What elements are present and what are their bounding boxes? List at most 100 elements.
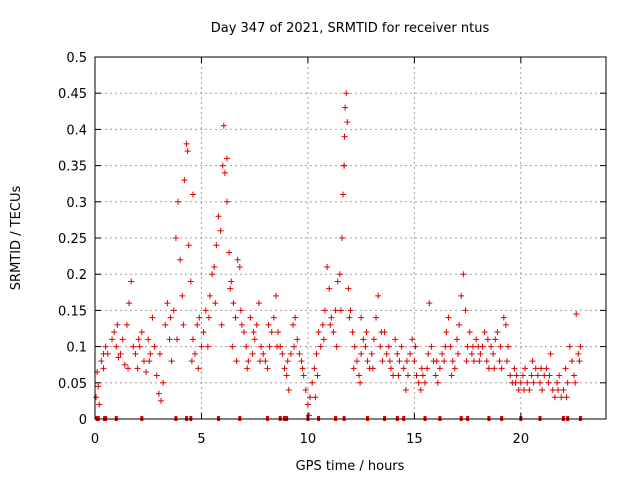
data-point [513,372,520,379]
data-point [245,358,252,365]
y-axis-label: SRMTID / TECUs [9,186,24,291]
data-point [166,336,173,343]
data-point [363,329,370,336]
data-point [522,365,529,372]
y-tick-label: 0.5 [66,51,87,66]
data-point [534,372,541,379]
data-point [226,249,233,256]
data-point [251,336,258,343]
y-tick-label: 0.3 [66,196,87,211]
data-point [117,350,124,357]
data-point [189,336,196,343]
data-point [502,321,509,328]
data-point [379,358,386,365]
data-point [477,350,484,357]
data-point [194,321,201,328]
data-point [292,314,299,321]
y-tick-label: 0.1 [66,341,87,356]
data-point [291,343,298,350]
data-point [205,314,212,321]
data-point [324,263,331,270]
data-point [128,278,135,285]
data-point [179,292,186,299]
data-point [119,336,126,343]
data-point [164,300,171,307]
data-point [202,307,209,314]
data-point [204,343,211,350]
data-point [151,343,158,350]
data-point [98,358,105,365]
data-point [556,372,563,379]
data-point [232,314,239,321]
data-point [500,314,507,321]
data-point [577,343,584,350]
x-tick-label: 10 [300,432,317,447]
data-point [337,307,344,314]
data-point [473,336,480,343]
data-point [443,329,450,336]
data-point [143,368,150,375]
data-point [158,397,165,404]
data-point [418,365,425,372]
data-point [409,336,416,343]
data-point [385,343,392,350]
data-point [147,350,154,357]
data-point [172,235,179,241]
data-point [184,148,191,155]
data-point [447,343,454,350]
data-point [319,321,326,328]
data-point [253,321,260,328]
data-point [209,271,216,278]
data-point [135,336,142,343]
data-point [343,90,350,97]
data-point [566,343,573,350]
data-point [196,314,203,321]
data-point [220,122,227,129]
data-point [400,365,407,372]
data-point [358,350,365,357]
data-point [317,343,324,350]
data-point [342,104,349,111]
data-point [237,307,244,314]
data-point [551,394,558,401]
data-point [224,155,231,162]
data-point [336,271,343,278]
data-point [185,242,192,249]
data-point [233,358,240,365]
data-point [262,358,269,365]
data-point [466,329,473,336]
data-point [492,336,499,343]
data-point [283,372,290,379]
y-tick-label: 0.25 [58,232,87,247]
data-point [333,343,340,350]
data-point [494,329,501,336]
data-point [206,292,213,299]
y-tick-label: 0.45 [58,87,87,102]
y-axis-ticks: 0 0.05 0.1 0.15 0.2 0.25 0.3 0.35 0.4 0.45 0.5 [58,51,606,428]
data-point [156,350,163,357]
data-point [145,336,152,343]
data-point [526,387,533,394]
data-point [109,336,116,343]
data-point [529,358,536,365]
data-point [441,358,448,365]
data-point [564,379,571,386]
data-point [538,365,545,372]
data-point [458,292,465,299]
data-point [468,350,475,357]
data-point [402,387,409,394]
data-point [469,343,476,350]
data-point [449,358,456,365]
data-point [162,321,169,328]
x-tick-label: 5 [197,432,205,447]
data-point [257,358,264,365]
data-point [228,278,235,285]
data-point [229,343,236,350]
data-point [395,372,402,379]
data-point [255,300,262,307]
grid-lines [95,57,606,419]
data-point [511,365,518,372]
data-point [121,361,128,368]
data-point [433,358,440,365]
